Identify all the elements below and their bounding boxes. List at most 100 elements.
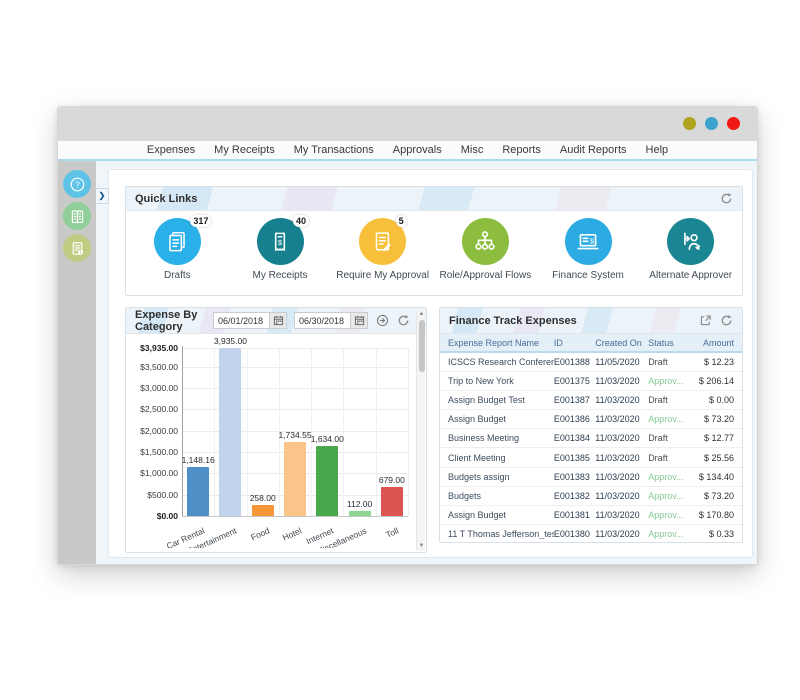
cell-expense-report-name: ICSCS Research Conferen... [448,357,554,368]
external-link-icon[interactable] [698,314,712,328]
table-row-e001386[interactable]: Assign Budget E001386 11/03/2020 Approv... $… [440,410,742,430]
scroll-down-icon[interactable]: ▼ [418,543,425,549]
svg-text:i: i [79,249,80,254]
cell-amount: $ 73.20 [703,490,734,501]
menu-item-misc[interactable]: Misc [460,144,484,156]
table-row-e001381[interactable]: Assign Budget E001381 11/03/2020 Approv... $… [440,506,742,525]
refresh-icon[interactable] [396,314,410,328]
svg-text:?: ? [75,180,80,189]
app-window: Expenses My Receipts My Transactions Approv… [57,106,758,565]
bar-car-rental [187,466,210,516]
scroll-thumb[interactable] [418,320,425,372]
cell-amount: $ 0.33 [708,528,734,539]
table-row-e001387[interactable]: Assign Budget Test E001387 11/03/2020 Draft… [440,391,742,411]
quick-link-label: Role/Approval Flows [439,270,532,281]
y-axis-tick: $1,500.00 [140,446,178,457]
titlebar-blue-button[interactable] [705,117,718,130]
finance-track-expenses-panel: Finance Track Expenses E [439,307,743,543]
menu-item-audit-reports[interactable]: Audit Reports [559,144,627,156]
cell-expense-report-name: Budgets [448,490,482,501]
y-axis-tick: $3,500.00 [140,361,178,372]
scroll-up-icon[interactable]: ▲ [418,311,425,317]
sidebar-expand-chevron-icon[interactable]: ❯ [96,188,109,204]
expense-panel-title: Expense By Category [135,308,198,333]
expense-by-category-panel: Expense By Category 06/01/2018 06/30/20 [125,307,427,553]
menu-item-approvals[interactable]: Approvals [392,144,442,156]
cell-expense-report-name: Assign Budget Test [448,395,525,406]
content-card: Quick Links 317 Drafts $40 My Receipts 5 Requ… [108,169,753,558]
cell-status: Draft [648,452,668,463]
date-to-input[interactable]: 06/30/2018 [294,312,368,329]
quick-link-require-my-approval[interactable]: 5 Require My Approval [331,215,434,281]
svg-text:$: $ [278,238,283,247]
table-row-e001385[interactable]: Client Meeting E001385 11/03/2020 Draft $ 25… [440,448,742,468]
chart-gridline [311,348,313,516]
menu-item-my-transactions[interactable]: My Transactions [293,144,374,156]
cell-created-on: 11/03/2020 [595,395,640,406]
menu-item-help[interactable]: Help [645,144,669,156]
column-header-created: Created On [595,337,642,348]
cell-status: Approv... [648,509,684,520]
quick-link-label: Require My Approval [336,270,430,281]
expense-table-rows: ICSCS Research Conferen... E001388 11/05/2… [440,353,742,542]
y-axis-line [182,346,183,516]
quick-link-label: My Receipts [252,270,308,281]
menu-item-expenses[interactable]: Expenses [146,144,196,156]
cell-created-on: 11/03/2020 [595,433,640,444]
quick-link-role-approval-flows[interactable]: Role/Approval Flows [434,218,537,281]
date-from-value[interactable]: 06/01/2018 [213,312,269,329]
quick-link-alternate-approver[interactable]: Alternate Approver [639,218,742,281]
menu-item-reports[interactable]: Reports [502,144,541,156]
sidebar-help-icon[interactable]: ? [63,170,91,198]
cell-amount: $ 170.80 [698,509,734,520]
chart-gridline [182,366,408,368]
cell-expense-report-name: Business Meeting [448,433,520,444]
titlebar-red-button[interactable] [727,117,740,130]
cell-status: Approv... [648,471,684,482]
menu-item-my-receipts[interactable]: My Receipts [214,144,275,156]
chart-scrollbar[interactable]: ▲ ▼ [416,309,425,551]
finance-panel-header: Finance Track Expenses [440,308,742,334]
date-to-value[interactable]: 06/30/2018 [294,312,350,329]
bar-internet [316,446,339,516]
table-row-e001380[interactable]: 11 T Thomas Jefferson_tes... E001380 11/03… [440,525,742,542]
bar-value-label: 3,935.00 [213,336,247,346]
bar-value-label: 258.00 [249,492,276,503]
chart-gridline [278,348,280,516]
calendar-icon[interactable] [269,312,287,329]
quick-link-drafts[interactable]: 317 Drafts [126,215,229,281]
quick-link-finance-system[interactable]: $ Finance System [537,218,640,281]
cell-status: Draft [648,395,668,406]
cell-id: E001385 [553,452,590,463]
sidebar-document-info-icon[interactable]: i [63,234,91,262]
cell-id: E001383 [553,471,590,482]
go-arrow-icon[interactable] [375,314,389,328]
finance-panel-title: Finance Track Expenses [449,314,577,327]
calendar-icon[interactable] [350,312,368,329]
sidebar-ledger-icon[interactable] [63,202,91,230]
table-row-e001383[interactable]: Budgets assign E001383 11/03/2020 Approv...… [440,468,742,487]
expense-panel-header: Expense By Category 06/01/2018 06/30/20 [126,308,426,334]
cell-amount: $ 12.23 [703,357,734,368]
chart-gridline [375,348,377,516]
table-row-e001382[interactable]: Budgets E001382 11/03/2020 Approv... $ 73.20 [440,487,742,506]
refresh-icon[interactable] [719,192,733,206]
column-header-amount: Amount [702,337,734,348]
table-row-e001388[interactable]: ICSCS Research Conferen... E001388 11/05/2… [440,353,742,373]
x-axis-line [182,516,408,517]
y-axis-tick: $1,000.00 [140,468,178,479]
date-from-input[interactable]: 06/01/2018 [213,312,287,329]
finance-laptop-icon: $ [564,218,612,265]
y-axis-tick: $3,000.00 [140,382,178,393]
refresh-icon[interactable] [719,314,733,328]
cell-created-on: 11/03/2020 [595,414,640,425]
table-row-e001384[interactable]: Business Meeting E001384 11/03/2020 Draft $ … [440,429,742,449]
quick-link-my-receipts[interactable]: $40 My Receipts [229,215,332,281]
cell-expense-report-name: Trip to New York [448,376,514,387]
table-column-headers: Expense Report Name ID Created On Status… [440,334,742,353]
chart-gridline [182,387,408,389]
table-row-e001375[interactable]: Trip to New York E001375 11/03/2020 Approv.… [440,372,742,392]
cell-status: Approv... [648,414,684,425]
titlebar-yellow-button[interactable] [683,117,696,130]
cell-id: E001380 [553,528,590,539]
